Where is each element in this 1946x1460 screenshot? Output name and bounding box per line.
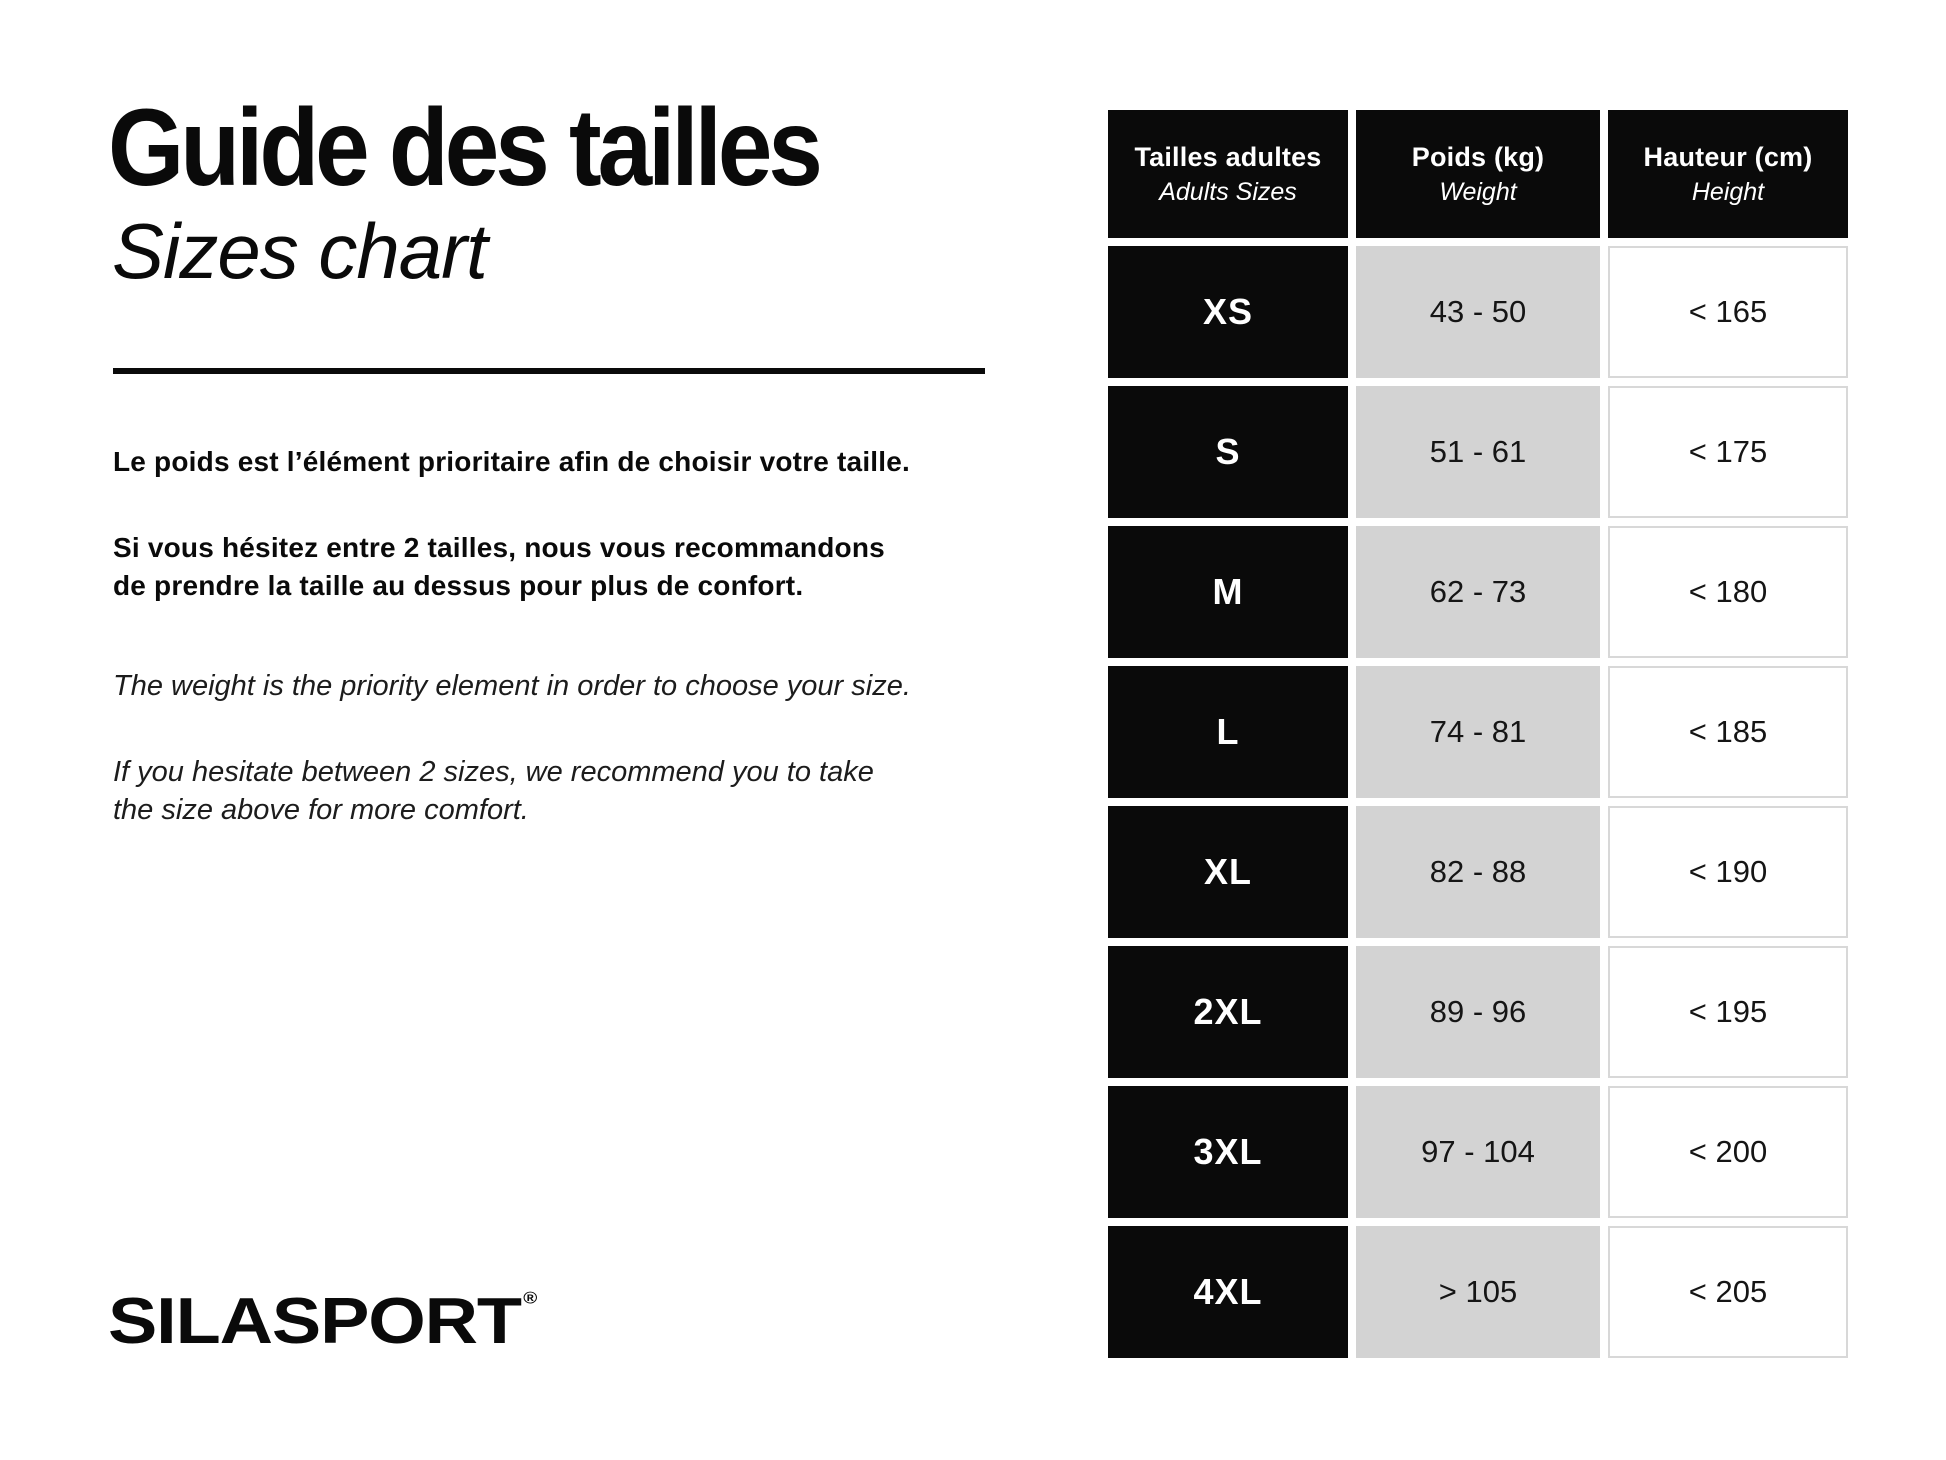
weight-cell: 43 - 50 xyxy=(1356,246,1600,378)
registered-trademark-symbol: ® xyxy=(523,1288,537,1308)
weight-cell: 62 - 73 xyxy=(1356,526,1600,658)
weight-cell: 51 - 61 xyxy=(1356,386,1600,518)
height-cell: < 190 xyxy=(1608,806,1848,938)
weight-cell: 97 - 104 xyxy=(1356,1086,1600,1218)
header-fr-label: Tailles adultes xyxy=(1134,141,1322,172)
height-cell: < 200 xyxy=(1608,1086,1848,1218)
table-header-adult-sizes: Tailles adultes Adults Sizes xyxy=(1108,110,1348,238)
intro-text-block: Le poids est l’élément prioritaire afin … xyxy=(113,443,1033,829)
size-cell: 3XL xyxy=(1108,1086,1348,1218)
size-cell: 4XL xyxy=(1108,1226,1348,1358)
size-cell: M xyxy=(1108,526,1348,658)
size-cell: XL xyxy=(1108,806,1348,938)
brand-logo: SILASPORT ® xyxy=(108,1288,537,1353)
height-cell: < 165 xyxy=(1608,246,1848,378)
height-cell: < 180 xyxy=(1608,526,1848,658)
header-fr-label: Poids (kg) xyxy=(1411,141,1545,172)
weight-cell: 74 - 81 xyxy=(1356,666,1600,798)
page-subtitle: Sizes chart xyxy=(112,207,488,295)
size-guide-table: Tailles adultes Adults Sizes Poids (kg) … xyxy=(1108,110,1848,1358)
height-cell: < 185 xyxy=(1608,666,1848,798)
paragraph-en-1: The weight is the priority element in or… xyxy=(113,670,911,702)
header-en-label: Weight xyxy=(1439,177,1517,206)
weight-cell: 89 - 96 xyxy=(1356,946,1600,1078)
paragraph-fr-2: Si vous hésitez entre 2 tailles, nous vo… xyxy=(113,532,885,601)
size-cell: XS xyxy=(1108,246,1348,378)
size-cell: 2XL xyxy=(1108,946,1348,1078)
table-header-height: Hauteur (cm) Height xyxy=(1608,110,1848,238)
size-cell: S xyxy=(1108,386,1348,518)
height-cell: < 175 xyxy=(1608,386,1848,518)
brand-logo-text: SILASPORT xyxy=(108,1284,522,1357)
weight-cell: 82 - 88 xyxy=(1356,806,1600,938)
weight-cell: > 105 xyxy=(1356,1226,1600,1358)
table-header-weight: Poids (kg) Weight xyxy=(1356,110,1600,238)
height-cell: < 205 xyxy=(1608,1226,1848,1358)
size-cell: L xyxy=(1108,666,1348,798)
header-fr-label: Hauteur (cm) xyxy=(1643,141,1813,172)
header-en-label: Adults Sizes xyxy=(1159,177,1297,206)
page-title: Guide des tailles xyxy=(108,85,823,209)
header-en-label: Height xyxy=(1691,177,1765,206)
divider-rule xyxy=(113,368,985,374)
paragraph-fr-1: Le poids est l’élément prioritaire afin … xyxy=(113,446,911,477)
paragraph-en-2: If you hesitate between 2 sizes, we reco… xyxy=(113,756,874,826)
height-cell: < 195 xyxy=(1608,946,1848,1078)
